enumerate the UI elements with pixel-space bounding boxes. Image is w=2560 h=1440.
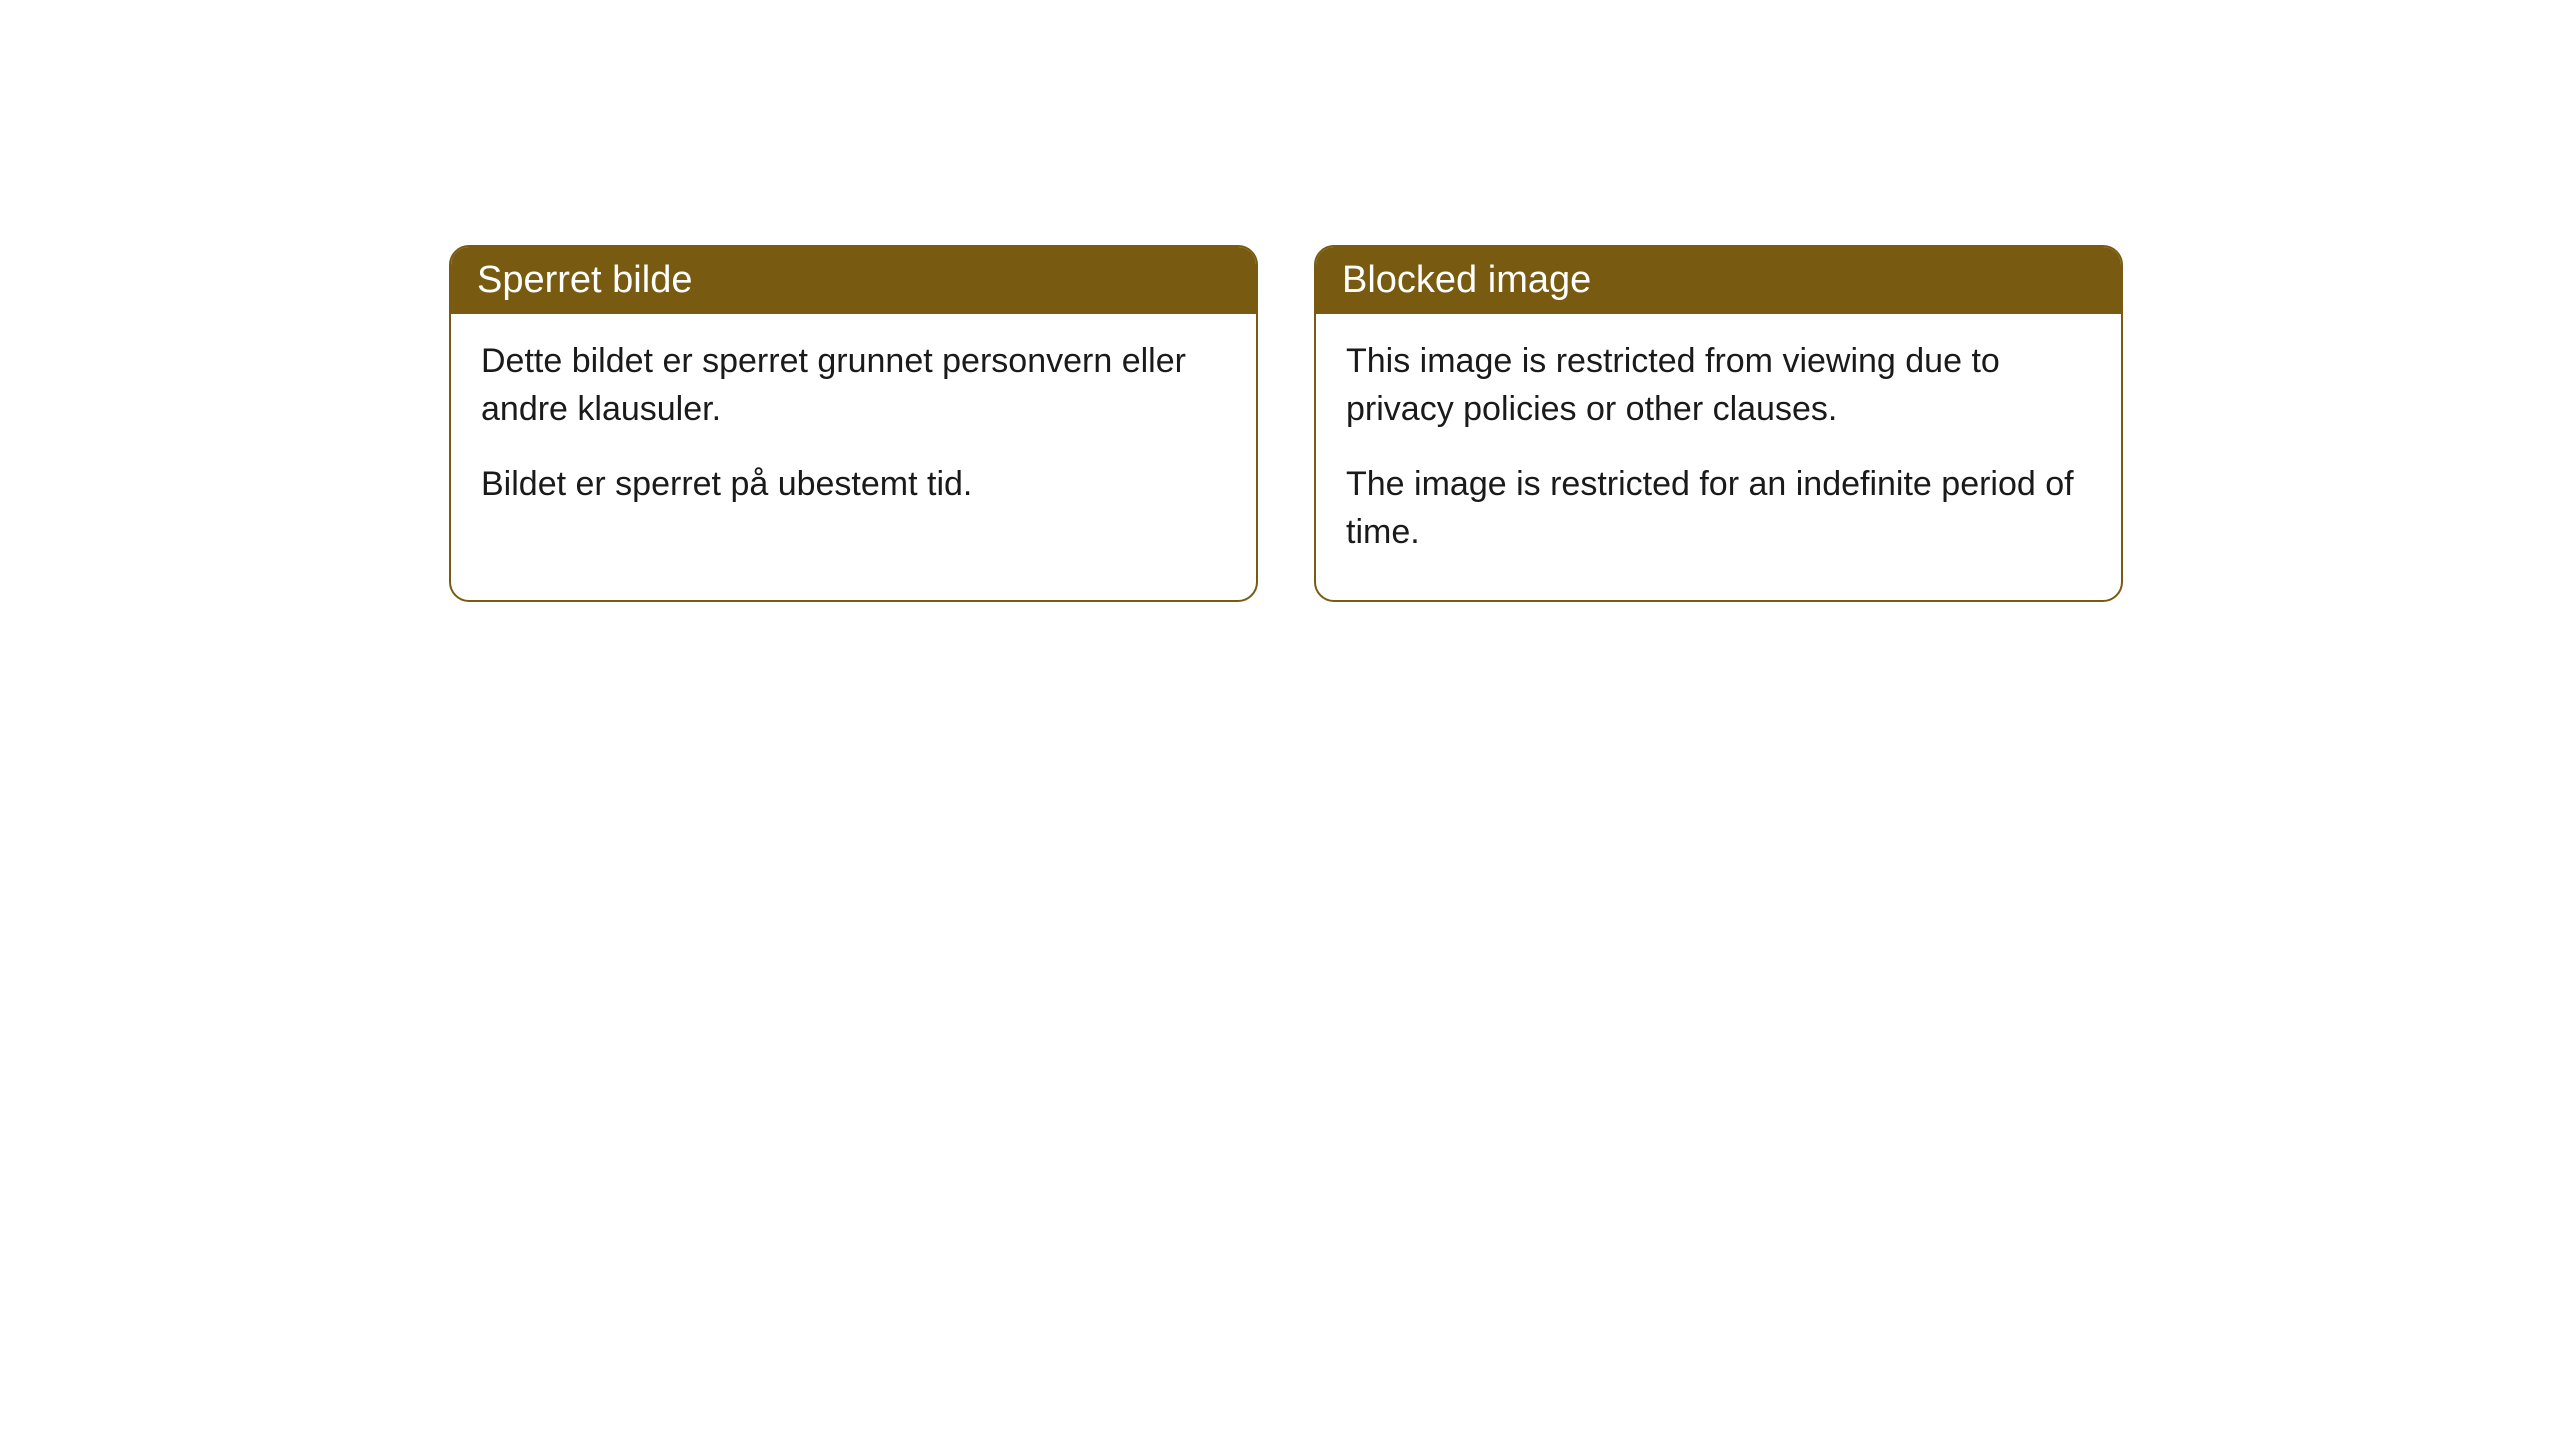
card-english: Blocked image This image is restricted f… — [1314, 245, 2123, 602]
card-body-english: This image is restricted from viewing du… — [1316, 314, 2121, 600]
card-paragraph-2-norwegian: Bildet er sperret på ubestemt tid. — [481, 461, 1226, 509]
card-paragraph-1-norwegian: Dette bildet er sperret grunnet personve… — [481, 338, 1226, 433]
card-body-norwegian: Dette bildet er sperret grunnet personve… — [451, 314, 1256, 553]
card-paragraph-2-english: The image is restricted for an indefinit… — [1346, 461, 2091, 556]
card-paragraph-1-english: This image is restricted from viewing du… — [1346, 338, 2091, 433]
card-title-english: Blocked image — [1316, 247, 2121, 314]
card-norwegian: Sperret bilde Dette bildet er sperret gr… — [449, 245, 1258, 602]
cards-container: Sperret bilde Dette bildet er sperret gr… — [0, 0, 2560, 602]
card-title-norwegian: Sperret bilde — [451, 247, 1256, 314]
